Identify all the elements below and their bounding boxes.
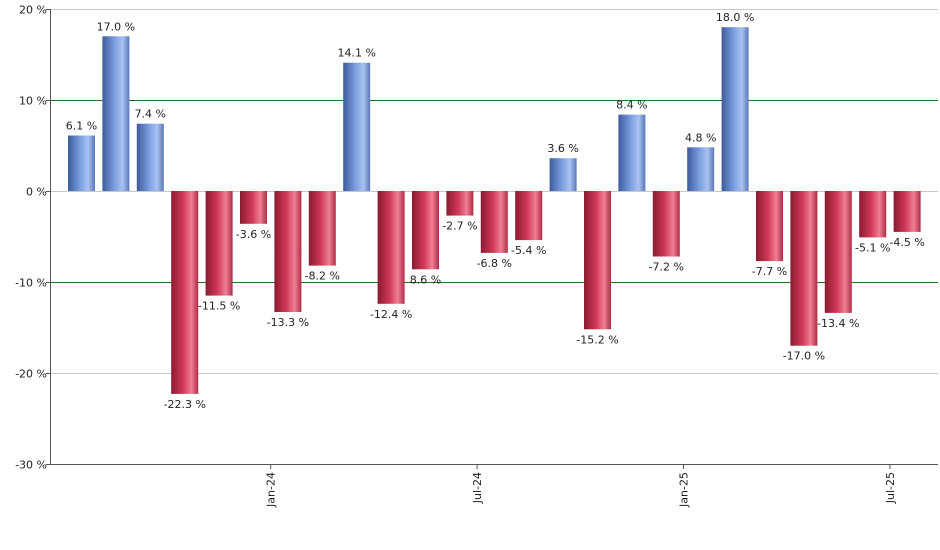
value-label-18: 4.8 % xyxy=(685,131,716,144)
bar-9 xyxy=(377,191,405,304)
bar-12 xyxy=(480,191,508,253)
bar-1 xyxy=(102,36,130,191)
x-tick-label-2: Jan-25 xyxy=(678,472,691,508)
bar-24 xyxy=(893,191,921,232)
bar-13 xyxy=(515,191,543,241)
bar-23 xyxy=(859,191,887,238)
bar-11 xyxy=(446,191,474,216)
value-label-9: -12.4 % xyxy=(370,308,412,321)
value-label-20: -7.7 % xyxy=(752,265,787,278)
bar-7 xyxy=(308,191,336,266)
bar-16 xyxy=(618,114,646,191)
bar-17 xyxy=(652,191,680,257)
value-label-22: -13.4 % xyxy=(817,317,859,330)
y-tick-label-3: -10 % xyxy=(15,277,47,290)
labels: 20 % 10 % 0 % -10 % -20 % -30 % 6.1 % 17.0 % 7.4… xyxy=(15,4,925,508)
value-label-14: 3.6 % xyxy=(547,142,578,155)
value-label-4: -11.5 % xyxy=(198,300,240,313)
value-label-24: -4.5 % xyxy=(889,236,924,249)
axes xyxy=(46,9,938,469)
value-label-17: -7.2 % xyxy=(649,261,684,274)
x-tick-label-0: Jan-24 xyxy=(265,472,278,508)
value-label-3: -22.3 % xyxy=(163,398,205,411)
value-label-6: -13.3 % xyxy=(267,316,309,329)
x-tick-label-3: Jul-25 xyxy=(884,472,897,504)
bar-18 xyxy=(687,147,715,191)
y-tick-label-5: -30 % xyxy=(15,459,47,472)
bar-21 xyxy=(790,191,818,346)
bar-22 xyxy=(824,191,852,313)
value-label-2: 7.4 % xyxy=(135,108,166,121)
bar-4 xyxy=(205,191,233,296)
y-tick-label-2: 0 % xyxy=(26,186,47,199)
value-label-0: 6.1 % xyxy=(66,120,97,133)
bar-8 xyxy=(343,62,371,192)
bar-19 xyxy=(721,27,749,192)
bar-2 xyxy=(136,123,164,191)
value-label-7: -8.2 % xyxy=(305,270,340,283)
value-label-16: 8.4 % xyxy=(616,99,647,112)
value-label-12: -6.8 % xyxy=(477,257,512,270)
value-label-5: -3.6 % xyxy=(236,228,271,241)
bar-6 xyxy=(274,191,302,312)
bar-3 xyxy=(171,191,199,394)
value-label-23: -5.1 % xyxy=(855,241,890,254)
bars xyxy=(68,27,921,394)
bar-15 xyxy=(584,191,611,330)
value-label-19: 18.0 % xyxy=(716,11,754,24)
bar-10 xyxy=(412,191,439,270)
value-label-11: -2.7 % xyxy=(442,220,477,233)
value-label-13: -5.4 % xyxy=(511,244,546,257)
value-label-8: 14.1 % xyxy=(337,47,375,60)
y-tick-label-0: 20 % xyxy=(19,4,47,17)
bar-0 xyxy=(68,135,95,191)
x-tick-label-1: Jul-24 xyxy=(471,472,484,504)
value-label-15: -15.2 % xyxy=(576,333,618,346)
value-label-1: 17.0 % xyxy=(97,20,135,33)
bar-14 xyxy=(549,158,577,191)
value-label-10: 8.6 % xyxy=(410,273,441,286)
y-tick-label-1: 10 % xyxy=(19,95,47,108)
bar-20 xyxy=(756,191,783,262)
y-tick-label-4: -20 % xyxy=(15,368,47,381)
value-label-21: -17.0 % xyxy=(783,350,825,363)
bar-5 xyxy=(240,191,267,224)
